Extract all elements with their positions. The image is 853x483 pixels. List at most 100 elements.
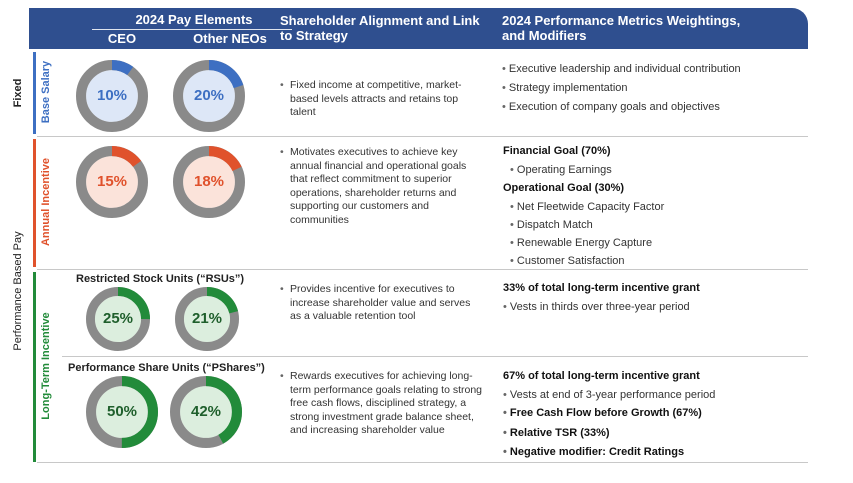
long-term-incentive-label: Long-Term Incentive: [40, 312, 52, 420]
metric-item: • Free Cash Flow before Growth (67%): [503, 407, 702, 420]
bullet: •: [502, 63, 506, 75]
annual-incentive-neo-donut: 18%: [173, 146, 245, 218]
bullet: •: [510, 201, 514, 213]
base-salary-neo-donut: 20%: [173, 60, 245, 132]
base-salary-ceo-donut: 10%: [76, 60, 148, 132]
donut-arc: [76, 60, 148, 132]
donut-arc: [170, 376, 242, 448]
annual-incentive-label: Annual Incentive: [40, 157, 52, 247]
row-divider: [37, 136, 808, 137]
rsu-ceo-donut: 25%: [85, 286, 151, 352]
base-salary-alignment: • Fixed income at competitive, market-ba…: [280, 79, 480, 120]
metric-text: Operating Earnings: [516, 164, 612, 176]
bullet: •: [503, 301, 507, 313]
donut-center: [180, 386, 232, 438]
alignment-text: Motivates executives to achieve key annu…: [290, 146, 467, 226]
donut-arc: [85, 286, 151, 352]
alignment-text: Fixed income at competitive, market-base…: [290, 79, 462, 118]
bullet: •: [502, 82, 506, 94]
metric-text: Executive leadership and individual cont…: [508, 63, 741, 75]
rsu-neo-donut: 21%: [174, 286, 240, 352]
metric-item: • Execution of company goals and objecti…: [502, 101, 720, 114]
metric-item: • Renewable Energy Capture: [510, 237, 652, 250]
pay-elements-underline: [92, 29, 292, 30]
donut-ring: [86, 376, 158, 448]
metric-text: Customer Satisfaction: [516, 255, 625, 267]
metric-text: Relative TSR (33%): [509, 427, 610, 439]
bullet: •: [280, 370, 284, 382]
bullet: •: [280, 146, 284, 158]
metric-item: • Vests at end of 3-year performance per…: [503, 389, 715, 402]
donut-percent: 18%: [193, 173, 225, 190]
metric-text: Net Fleetwide Capacity Factor: [516, 201, 665, 213]
bullet: •: [510, 219, 514, 231]
base-salary-label: Base Salary: [40, 60, 52, 124]
annual-incentive-alignment: • Motivates executives to achieve key an…: [280, 146, 480, 227]
donut-percent: 21%: [191, 310, 223, 327]
row-divider: [62, 356, 808, 357]
annual-incentive-ceo-donut: 15%: [76, 146, 148, 218]
bullet: •: [510, 164, 514, 176]
bullet: •: [503, 407, 507, 419]
pshares-neo-donut: 42%: [170, 376, 242, 448]
long-term-bracket: [33, 272, 36, 462]
donut-percent: 50%: [106, 403, 138, 420]
metric-item: • Dispatch Match: [510, 219, 593, 232]
metric-item: • Operating Earnings: [510, 164, 612, 177]
bullet: •: [510, 237, 514, 249]
donut-center: [94, 295, 142, 343]
pay-elements-heading: 2024 Pay Elements: [135, 12, 253, 27]
alignment-text: Provides incentive for executives to inc…: [290, 283, 471, 322]
alignment-text: Rewards executives for achieving long-te…: [290, 370, 483, 436]
pshares-ceo-donut: 50%: [86, 376, 158, 448]
donut-center: [96, 386, 148, 438]
donut-ring: [76, 60, 148, 132]
metric-item: • Relative TSR (33%): [503, 427, 610, 440]
donut-ring: [173, 146, 245, 218]
other-neos-column-heading: Other NEOs: [193, 31, 267, 46]
donut-arc: [76, 146, 148, 218]
donut-arc: [86, 376, 158, 448]
metric-text: Dispatch Match: [516, 219, 593, 231]
financial-goal-heading: Financial Goal (70%): [503, 145, 611, 157]
pshares-alignment: • Rewards executives for achieving long-…: [280, 370, 485, 438]
donut-percent: 20%: [193, 87, 225, 104]
bullet: •: [502, 101, 506, 113]
donut-arc: [173, 146, 245, 218]
ceo-column-heading: CEO: [107, 31, 137, 46]
performance-column-heading: 2024 Performance Metrics Weightings, and…: [502, 13, 741, 43]
bullet: •: [503, 389, 507, 401]
donut-percent: 15%: [96, 173, 128, 190]
bullet: •: [280, 79, 284, 91]
donut-center: [183, 156, 235, 208]
base-salary-bracket: [33, 52, 36, 134]
metric-text: Negative modifier: Credit Ratings: [509, 446, 685, 458]
bullet: •: [503, 446, 507, 458]
donut-ring: [173, 60, 245, 132]
bullet: •: [510, 255, 514, 267]
rsu-heading: 33% of total long-term incentive grant: [503, 282, 700, 294]
metric-item: • Negative modifier: Credit Ratings: [503, 446, 684, 459]
rsu-title: Restricted Stock Units (“RSUs”): [76, 273, 245, 285]
pshares-title: Performance Share Units (“PShares”): [68, 362, 265, 374]
donut-ring: [76, 146, 148, 218]
rsu-alignment: • Provides incentive for executives to i…: [280, 283, 480, 324]
bullet: •: [503, 427, 507, 439]
donut-center: [86, 156, 138, 208]
donut-percent: 10%: [96, 87, 128, 104]
annual-incentive-bracket: [33, 139, 36, 267]
fixed-group-label: Fixed: [12, 78, 24, 108]
pshares-heading: 67% of total long-term incentive grant: [503, 370, 700, 382]
metric-text: Renewable Energy Capture: [516, 237, 653, 249]
performance-based-group-label: Performance Based Pay: [12, 231, 24, 351]
donut-center: [86, 70, 138, 122]
metric-text: Strategy implementation: [508, 82, 628, 94]
donut-ring: [174, 286, 240, 352]
donut-center: [183, 295, 231, 343]
row-divider: [37, 269, 808, 270]
donut-percent: 42%: [190, 403, 222, 420]
metric-item: • Executive leadership and individual co…: [502, 63, 741, 76]
metric-item: • Strategy implementation: [502, 82, 628, 95]
metric-item: • Customer Satisfaction: [510, 255, 625, 268]
metric-text: Vests in thirds over three-year period: [509, 301, 690, 313]
